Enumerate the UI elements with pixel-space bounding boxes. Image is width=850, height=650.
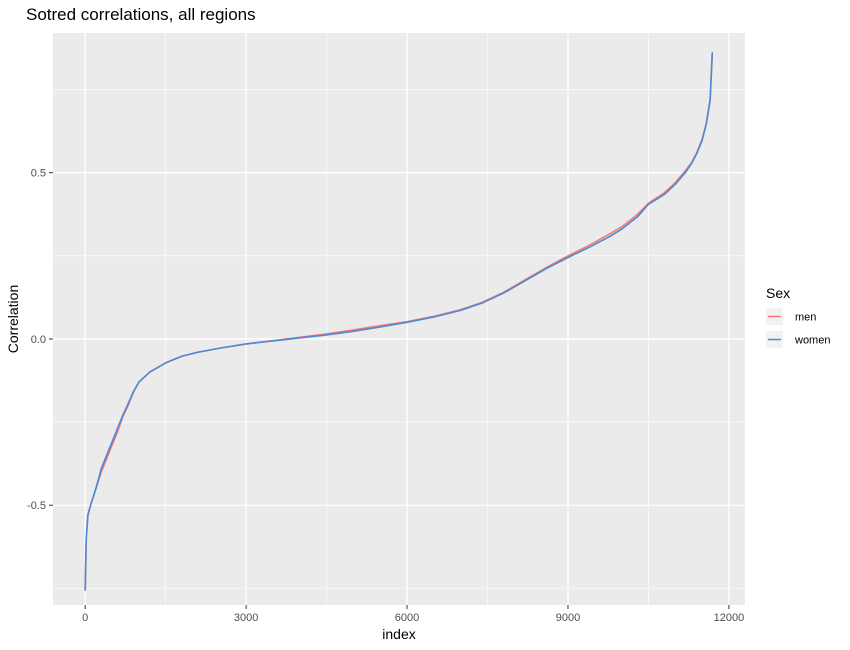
legend: Sex men women <box>766 285 830 348</box>
x-tick-label: 3000 <box>234 612 258 624</box>
x-axis-title: index <box>382 626 415 642</box>
x-tick-label: 6000 <box>395 612 419 624</box>
legend-items: men women <box>766 308 830 348</box>
series-line-women <box>84 52 714 591</box>
x-axis: 0 3000 6000 9000 12000 <box>82 605 744 624</box>
y-axis: -0.5 0.0 0.5 <box>27 168 53 512</box>
minor-grid <box>53 33 745 605</box>
major-grid <box>53 33 745 605</box>
legend-label-men: men <box>795 312 816 324</box>
chart-title: Sotred correlations, all regions <box>26 5 256 24</box>
x-tick-label: 0 <box>82 612 88 624</box>
y-tick-label: 0.5 <box>31 168 46 180</box>
y-tick-label: 0.0 <box>31 334 46 346</box>
x-tick-label: 12000 <box>714 612 745 624</box>
y-tick-label: -0.5 <box>27 500 46 512</box>
x-tick-label: 9000 <box>556 612 580 624</box>
plot-panel <box>53 33 745 605</box>
series-line-men <box>84 52 714 591</box>
y-axis-title: Correlation <box>5 285 21 353</box>
legend-title: Sex <box>766 285 790 301</box>
plot-background <box>53 33 745 605</box>
legend-label-women: women <box>794 335 830 347</box>
series-layer <box>84 52 714 591</box>
